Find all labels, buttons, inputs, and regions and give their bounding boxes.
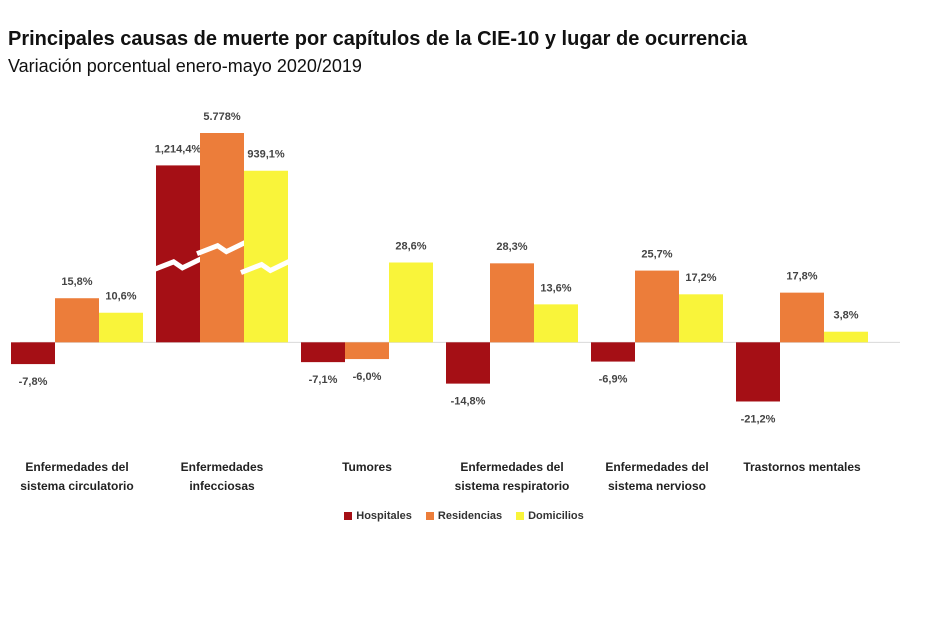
x-tick-label: Tumores (342, 460, 392, 474)
chart-subtitle: Variación porcentual enero-mayo 2020/201… (8, 56, 362, 76)
bar (635, 270, 679, 343)
bar (389, 262, 433, 343)
legend-label: Hospitales (356, 510, 412, 522)
bar (55, 298, 99, 343)
value-label: -21,2% (741, 413, 776, 425)
bar (301, 342, 345, 363)
bar (736, 342, 780, 402)
value-label: 10,6% (105, 291, 136, 303)
value-label: 13,6% (540, 282, 571, 294)
x-tick-label: Trastornos mentales (743, 460, 861, 474)
legend-swatch (344, 512, 353, 520)
bar (244, 170, 288, 343)
value-label: 15,8% (61, 276, 92, 288)
bar (99, 312, 143, 343)
value-label: -14,8% (451, 396, 486, 408)
legend-item: Domicilios (516, 510, 584, 522)
x-tick-label: Enfermedades infecciosas (180, 460, 264, 493)
value-label: -6,0% (353, 371, 382, 383)
bar (534, 304, 578, 343)
value-label: 3,8% (833, 310, 858, 322)
bar (345, 342, 389, 360)
value-label: 28,3% (496, 241, 527, 253)
value-label: 17,2% (685, 272, 716, 284)
value-label: 1,214,4% (155, 143, 202, 155)
axis-break (240, 258, 293, 275)
x-tick-label: Enfermedades del sistema nervioso (605, 460, 709, 493)
axis-break (152, 255, 205, 273)
bar (824, 331, 868, 343)
bar (490, 263, 534, 343)
legend-item: Residencias (425, 510, 503, 522)
legend-item: Hospitales (344, 510, 412, 522)
value-label: 25,7% (641, 248, 672, 260)
legend-swatch (516, 512, 525, 520)
value-label: -6,9% (599, 373, 628, 385)
legend-label: Residencias (437, 510, 503, 522)
value-label: 28,6% (395, 240, 426, 252)
value-label: 17,8% (786, 271, 817, 283)
value-label: -7,1% (309, 374, 338, 386)
value-label: -7,8% (19, 376, 48, 388)
axis-break (196, 239, 249, 256)
x-tick-label: Enfermedades del sistema respiratorio (454, 460, 570, 493)
legend-swatch (425, 512, 434, 520)
bar (780, 292, 824, 343)
chart-title: Principales causas de muerte por capítul… (8, 28, 748, 50)
bar (446, 342, 490, 384)
bar (679, 294, 723, 343)
legend: Hospitales Residencias Domicilios (0, 510, 928, 522)
bar (156, 165, 200, 343)
bar (591, 342, 635, 362)
legend-label: Domicilios (528, 510, 584, 522)
bar (11, 342, 55, 365)
x-tick-label: Enfermedades del sistema circulatorio (20, 460, 134, 493)
bar (200, 133, 244, 343)
value-label: 5.778% (203, 111, 241, 123)
value-label: 939,1% (247, 149, 285, 161)
